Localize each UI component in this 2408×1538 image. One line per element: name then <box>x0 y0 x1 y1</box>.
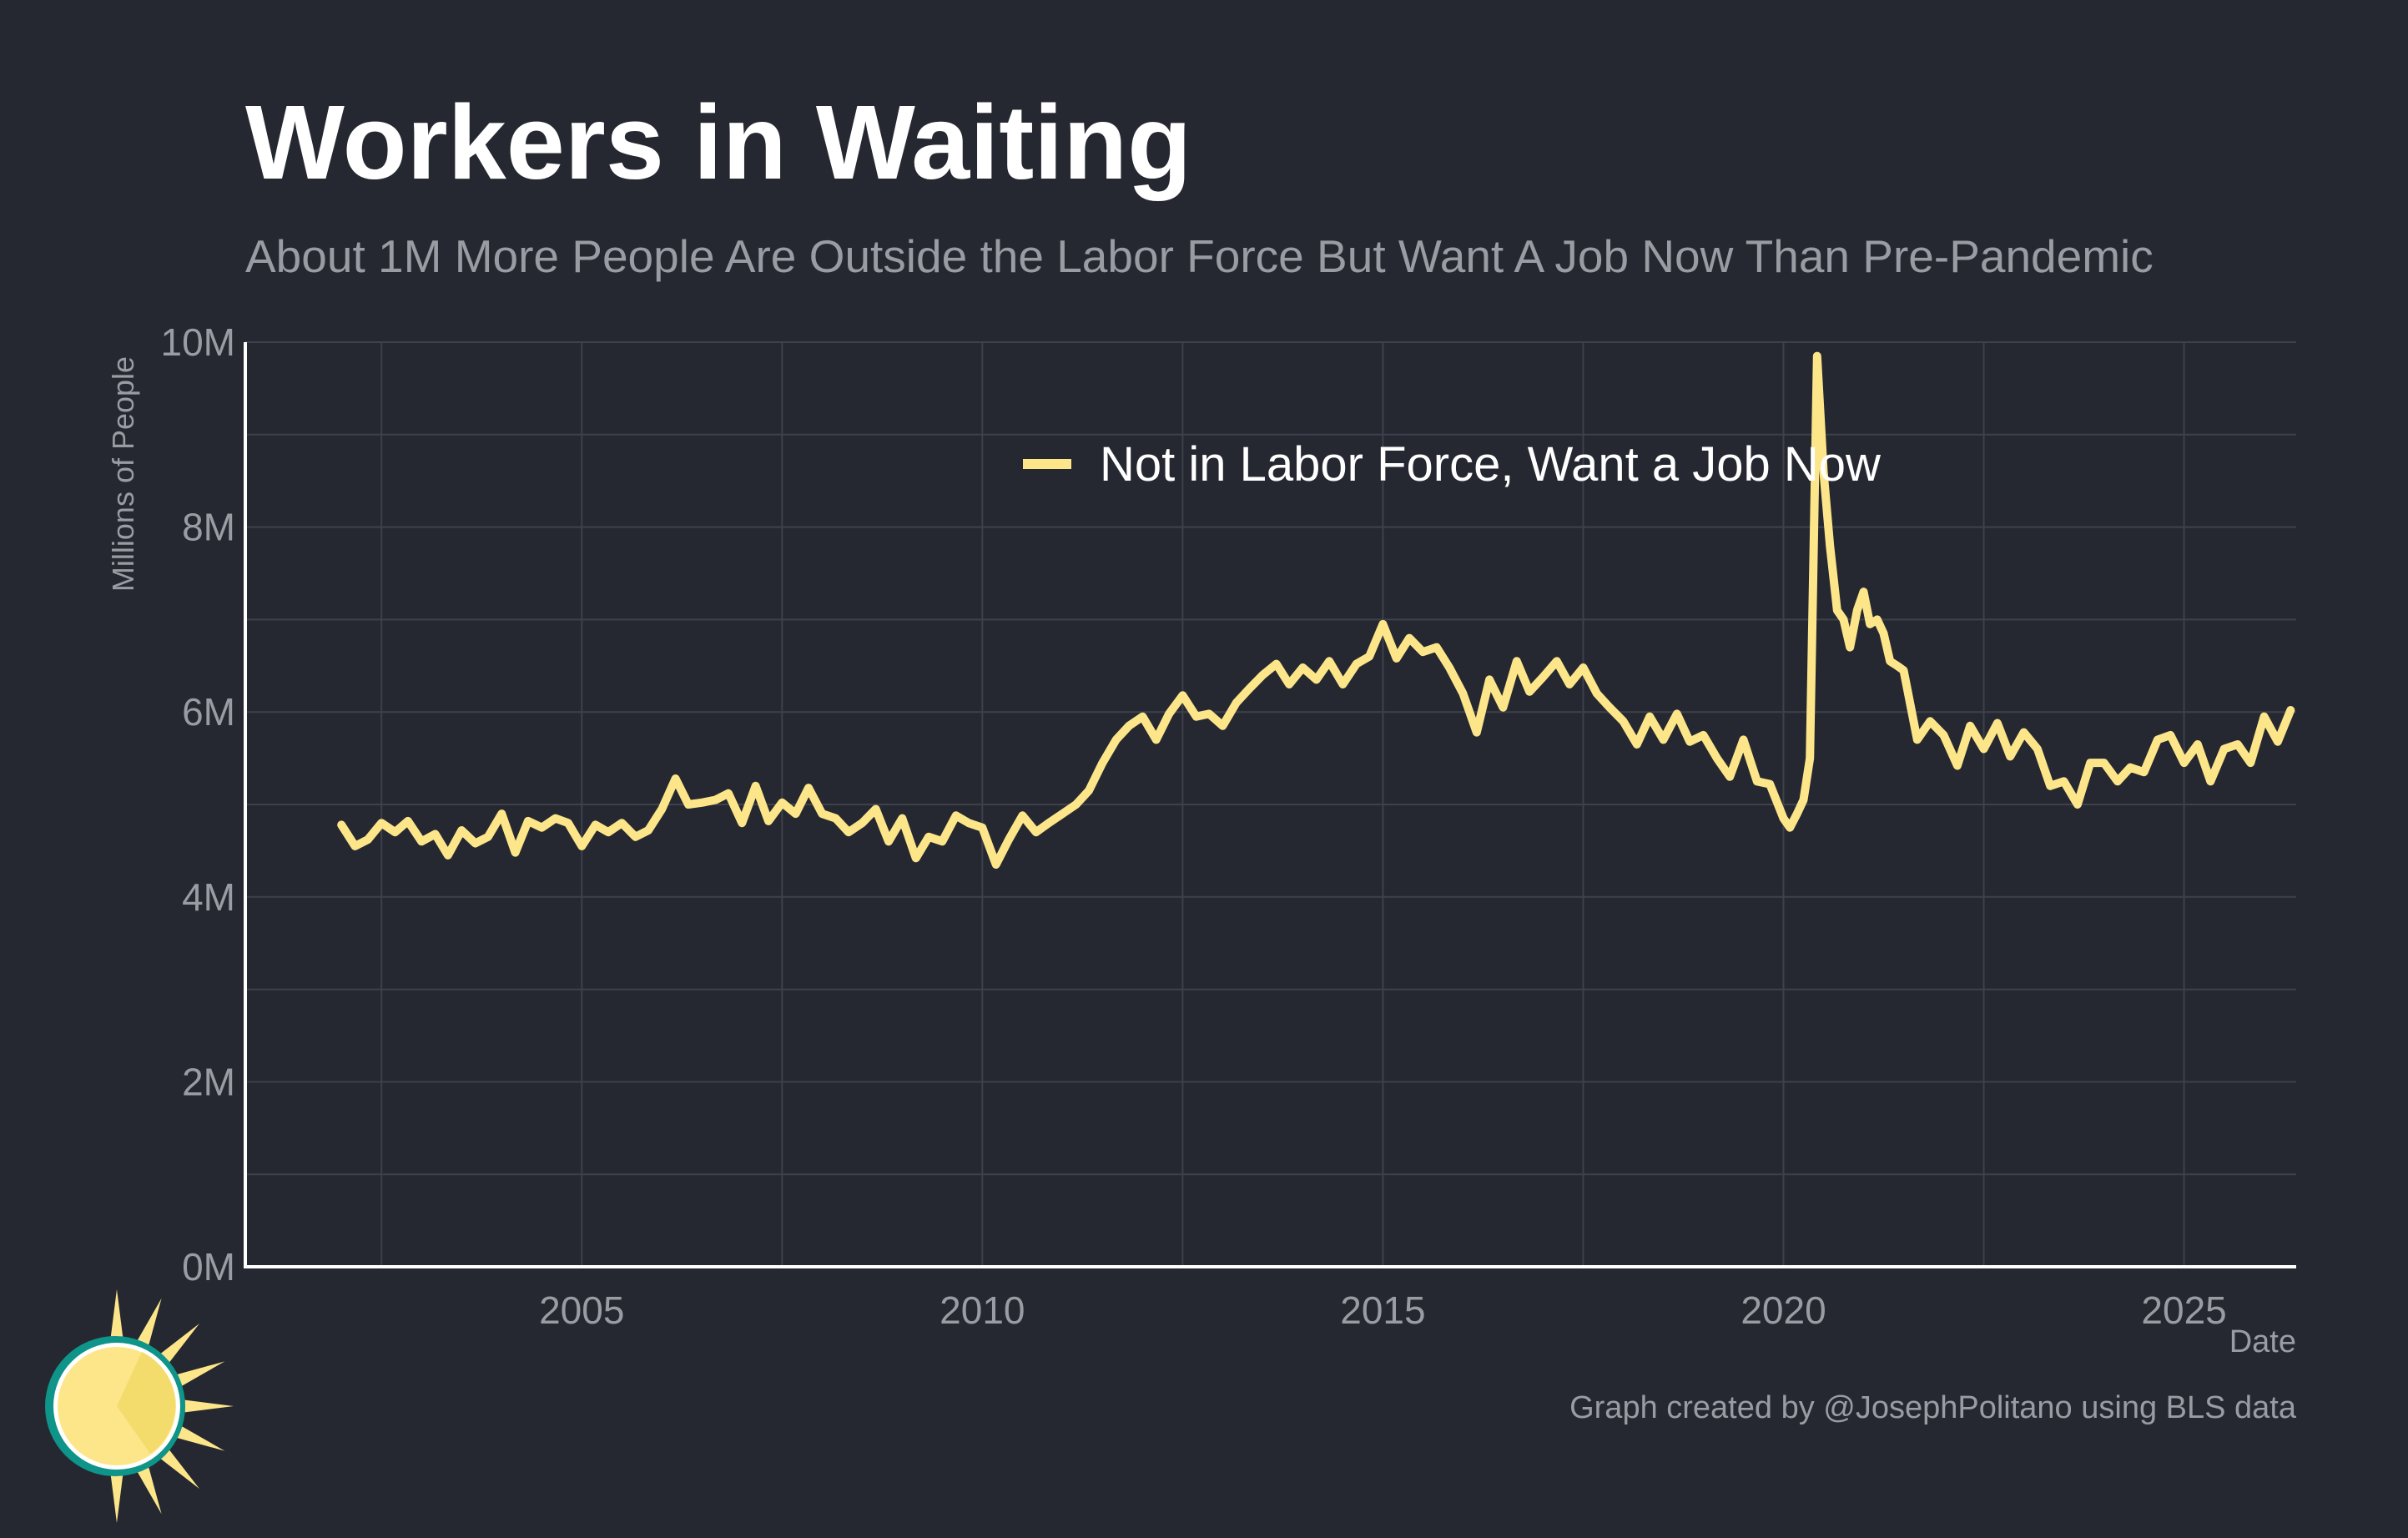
y-axis-label: Millions of People <box>106 356 140 592</box>
x-tick-label: 2025 <box>2141 1288 2226 1332</box>
y-tick-label: 10M <box>161 320 235 364</box>
sun-ray <box>184 1399 234 1413</box>
y-tick-label: 8M <box>182 506 235 549</box>
grid <box>245 341 2296 1267</box>
x-axis-label: Date <box>2229 1324 2296 1359</box>
chart-subtitle: About 1M More People Are Outside the Lab… <box>245 230 2154 282</box>
y-tick-label: 4M <box>182 875 235 919</box>
sun-ray <box>110 1474 123 1523</box>
y-tick-label: 2M <box>182 1060 235 1103</box>
sun-ray <box>110 1289 123 1339</box>
x-tick-label: 2005 <box>539 1288 624 1332</box>
series-line <box>337 351 2295 869</box>
source-caption: Graph created by @JosephPolitano using B… <box>1569 1390 2296 1425</box>
chart-title: Workers in Waiting <box>245 83 1192 201</box>
sun-ray <box>177 1361 225 1386</box>
sun-ray <box>177 1426 225 1451</box>
sun-ray <box>137 1298 162 1346</box>
y-tick-label: 6M <box>182 690 235 734</box>
sun-ray <box>160 1324 199 1363</box>
sun-icon <box>45 1289 234 1523</box>
series <box>337 351 2295 869</box>
axes <box>244 342 2296 1268</box>
x-tick-label: 2015 <box>1340 1288 1425 1332</box>
tick-labels: 0M 2M 4M 6M 8M 10M 2005 2010 2015 2020 2025 <box>161 320 2227 1332</box>
y-tick-label: 0M <box>182 1245 235 1288</box>
x-tick-label: 2010 <box>940 1288 1025 1332</box>
logo-sun-shade <box>117 1352 176 1454</box>
sun-rays-icon <box>110 1289 234 1523</box>
legend: Not in Labor Force, Want a Job Now <box>1023 437 1882 492</box>
x-tick-label: 2020 <box>1741 1288 1826 1332</box>
sun-ray <box>160 1450 199 1489</box>
sun-ray <box>137 1466 162 1515</box>
legend-label: Not in Labor Force, Want a Job Now <box>1100 437 1882 492</box>
